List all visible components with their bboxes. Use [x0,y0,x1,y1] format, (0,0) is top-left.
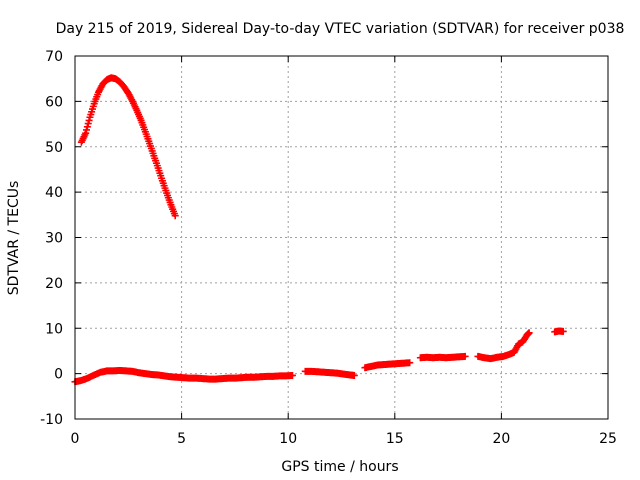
chart-title: Day 215 of 2019, Sidereal Day-to-day VTE… [56,21,625,37]
y-tick-label: 0 [54,367,63,383]
data-point [288,371,296,379]
x-tick-label: 15 [386,431,404,447]
data-point [85,116,93,124]
data-point [82,129,90,137]
series-high_track [77,74,179,220]
y-tick-label: 10 [45,321,63,337]
y-axis-title: SDTVAR / TECUs [6,181,22,296]
x-tick-label: 20 [492,431,510,447]
y-tick-label: 40 [45,185,63,201]
y-tick-label: 30 [45,231,63,247]
y-tick-label: 60 [45,94,63,110]
series-low_track [71,327,567,386]
x-tick-label: 5 [177,431,186,447]
data-point [461,352,469,360]
data-point [84,120,92,128]
data-point [525,329,533,337]
data-layer [71,74,567,386]
y-tick-label: 50 [45,140,63,156]
data-point [171,212,179,220]
x-axis-title: GPS time / hours [281,459,398,475]
x-tick-label: 0 [71,431,80,447]
data-point [559,327,567,335]
data-point [406,359,414,367]
data-point [83,123,91,131]
x-tick-label: 10 [279,431,297,447]
y-tick-label: 70 [45,49,63,65]
data-point [350,371,358,379]
ticks: 0 5 10 15 20 25 -10 0 10 20 30 40 50 60 70 [40,49,617,447]
grid [75,56,608,419]
x-tick-label: 25 [599,431,617,447]
y-tick-label: 20 [45,276,63,292]
data-point [83,126,91,134]
y-tick-label: -10 [40,412,63,428]
